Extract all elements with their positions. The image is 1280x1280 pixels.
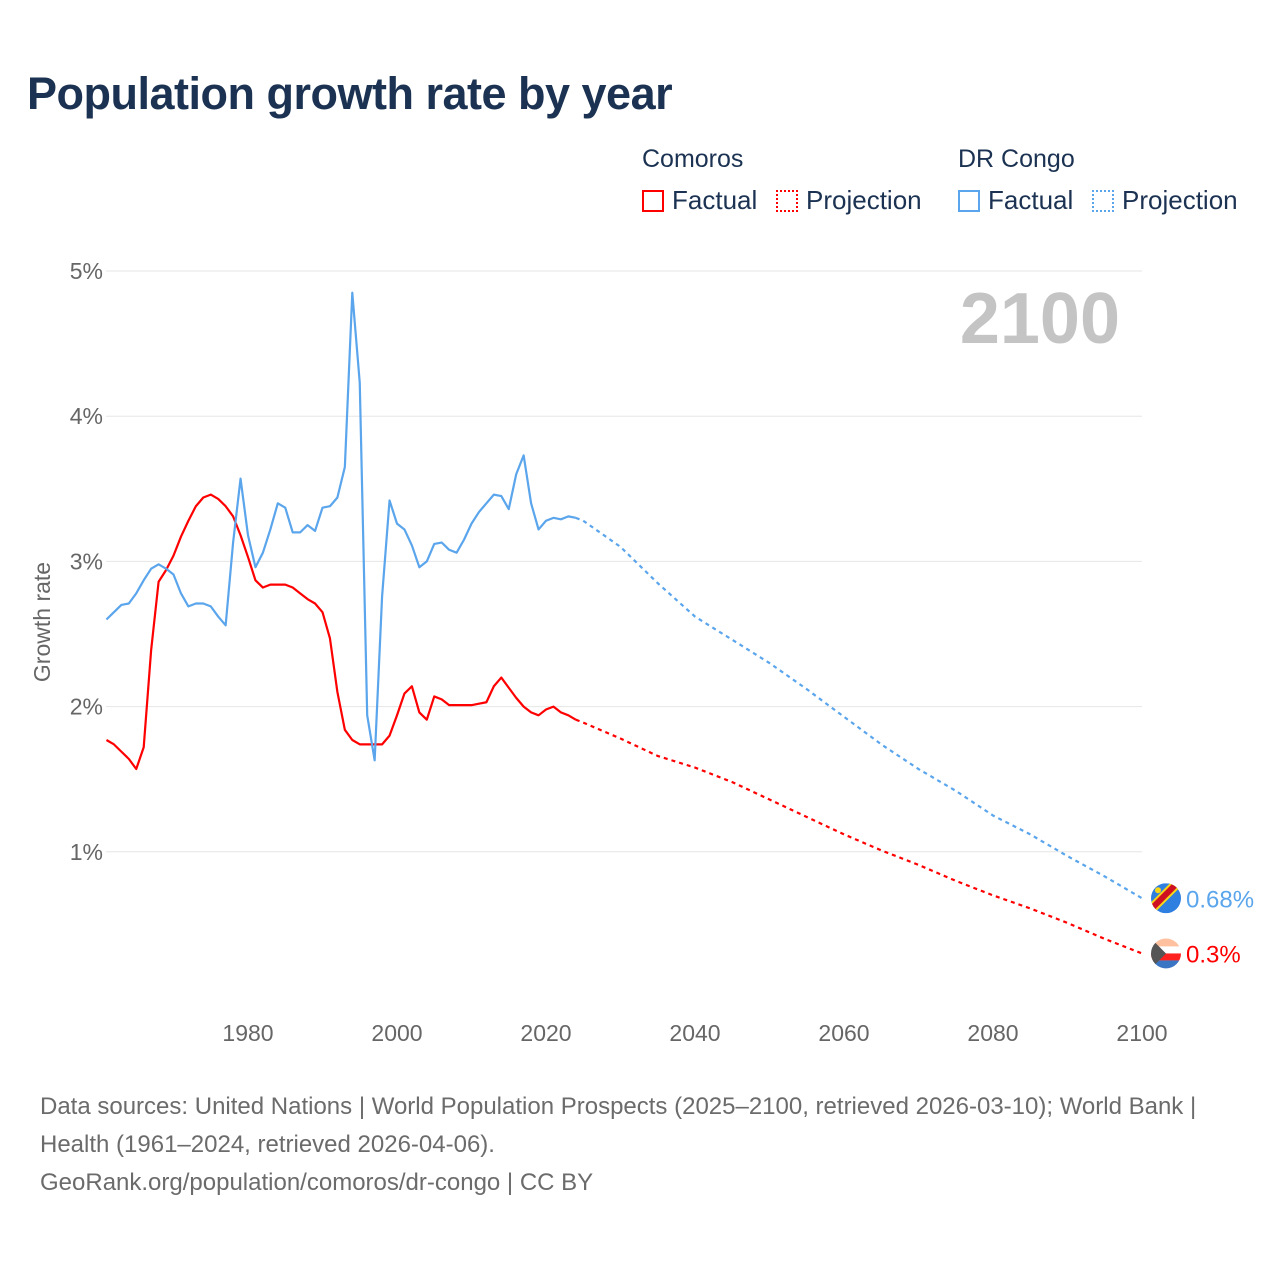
chart-plot: 1% 2% 3% 4% 5% 1980 2000 2020 2040 2060 2080 2100 2… (29, 258, 1254, 1046)
series-dr-congo-projection (575, 516, 1143, 900)
legend-drcongo-projection[interactable]: Projection (1092, 185, 1238, 216)
y-axis-label: Growth rate (29, 562, 55, 682)
dr-congo-flag-icon (1151, 883, 1181, 914)
flag-stripe (1151, 960, 1181, 969)
x-tick-label: 2000 (371, 1020, 422, 1046)
legend-label: Projection (1122, 185, 1238, 215)
legend-swatch-dotted (776, 189, 798, 212)
flag-stripe (1151, 953, 1181, 961)
flag-stripe (1151, 938, 1181, 947)
legend-country-drcongo: DR Congo (958, 145, 1075, 173)
series-dr-congo-factual (105, 291, 577, 762)
legend-label: Factual (988, 185, 1074, 215)
legend-comoros-projection[interactable]: Projection (776, 185, 922, 216)
end-value-label: 0.68% (1186, 886, 1254, 913)
comoros-flag-icon (1151, 938, 1181, 969)
y-tick-label: 3% (70, 548, 103, 574)
series-comoros-factual (105, 493, 577, 771)
y-tick-label: 5% (70, 258, 103, 284)
legend-swatch-solid (642, 189, 664, 212)
legend-comoros-factual[interactable]: Factual (642, 185, 757, 216)
flag-body (1151, 883, 1181, 914)
data-sources: Data sources: United Nations | World Pop… (40, 1093, 1197, 1158)
x-tick-label: 2060 (818, 1020, 869, 1046)
flag-body (1151, 938, 1181, 969)
legend-label: Factual (672, 185, 758, 215)
current-year-label: 2100 (960, 279, 1120, 359)
x-tick-label: 2040 (669, 1020, 720, 1046)
x-tick-label: 2100 (1116, 1020, 1167, 1046)
y-tick-label: 2% (70, 694, 103, 720)
flag-stripe (1151, 946, 1181, 954)
legend-swatch-dotted (1092, 189, 1114, 212)
end-value-label: 0.3% (1186, 941, 1241, 968)
x-tick-label: 2020 (520, 1020, 571, 1046)
x-tick-label: 1980 (222, 1020, 273, 1046)
credit-link[interactable]: GeoRank.org/population/comoros/dr-congo … (40, 1169, 594, 1196)
flag-triangle (1151, 938, 1166, 969)
legend-label: Projection (806, 185, 922, 215)
y-tick-label: 1% (70, 839, 103, 865)
series-comoros-projection (575, 718, 1143, 955)
legend-country-comoros: Comoros (642, 145, 744, 173)
legend-swatch-solid (958, 189, 980, 212)
chart-title: Population growth rate by year (27, 68, 673, 119)
legend-drcongo-factual[interactable]: Factual (958, 185, 1073, 216)
y-tick-label: 4% (70, 403, 103, 429)
footer: Data sources: United Nations | World Pop… (40, 1088, 1240, 1202)
flag-star (1155, 887, 1161, 894)
x-tick-label: 2080 (967, 1020, 1018, 1046)
